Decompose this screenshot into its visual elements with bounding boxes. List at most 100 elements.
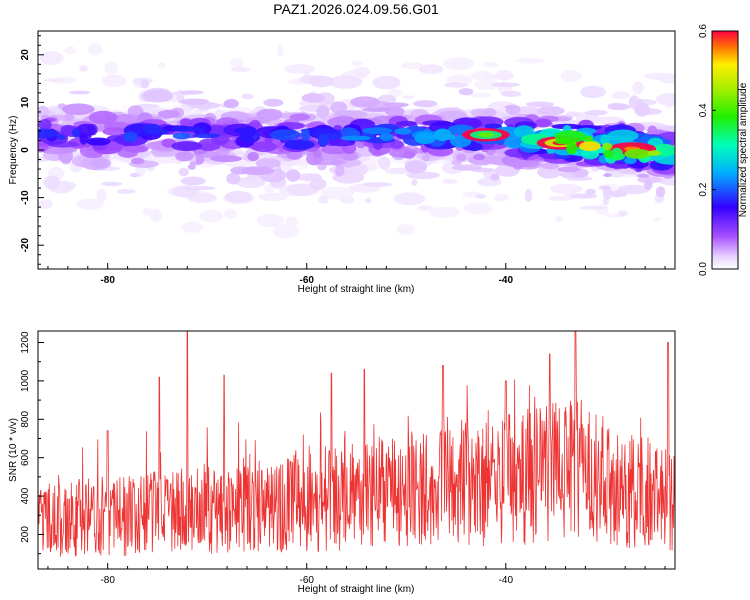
spectral-blob (224, 208, 237, 220)
spectral-blob (647, 150, 661, 156)
spectral-blob (585, 109, 608, 116)
spectral-blob (143, 123, 162, 135)
spectral-blob (591, 116, 626, 125)
spectral-blob (655, 92, 675, 106)
spectral-blob (473, 153, 486, 161)
spectral-blob (465, 142, 483, 152)
spectral-blob (111, 114, 140, 124)
spectral-blob (181, 221, 203, 233)
spectral-blob (611, 91, 630, 100)
spectral-blob (624, 156, 637, 165)
spectral-blob (599, 185, 611, 190)
colorbar-tick-label: 0.0 (698, 262, 709, 276)
spectral-blob (603, 149, 614, 158)
spectral-blob (300, 128, 311, 141)
spectral-blob (195, 153, 205, 165)
spectral-blob (579, 141, 601, 152)
spectral-blob (240, 166, 274, 176)
spectral-blob (451, 160, 462, 166)
spectral-blob (330, 101, 348, 114)
spectral-blob (404, 160, 428, 174)
spectral-blob (180, 90, 204, 95)
spectral-blob (69, 90, 91, 95)
spectral-blob (60, 181, 76, 190)
spectral-blob (548, 195, 575, 201)
spectral-blob (484, 123, 502, 129)
spectral-blob (88, 43, 103, 56)
spectral-blob (411, 179, 418, 186)
colorbar-gradient (711, 30, 739, 270)
spectral-blob (372, 75, 401, 90)
spectral-blob (422, 154, 430, 162)
spectrogram-plot-area (38, 43, 675, 239)
spectral-blob (384, 106, 405, 117)
spectral-blob (263, 184, 275, 193)
spectrogram-panel: -80 -60 -40 -20 -10 0 10 20 Height of straight… (8, 30, 676, 295)
snr-x-ticks: -80 -60 -40 (47, 563, 666, 586)
spectral-blob (534, 118, 552, 128)
spectral-blob (257, 192, 289, 202)
spectrogram-y-tick-label: 10 (20, 96, 31, 108)
snr-plot-area (38, 331, 675, 557)
spectral-blob (39, 51, 64, 66)
spectral-blob (624, 149, 652, 159)
colorbar-ticks: 0.0 0.2 0.4 0.6 (698, 24, 716, 276)
spectral-blob (88, 110, 118, 125)
spectral-blob (474, 79, 501, 90)
snr-y-tick-label: 400 (20, 487, 31, 504)
spectral-blob (129, 172, 140, 178)
spectral-blob (42, 78, 68, 82)
spectral-blob (463, 202, 493, 215)
spectral-blob (394, 128, 412, 135)
spectral-blob (64, 112, 74, 122)
spectrogram-y-tick-label: 0 (20, 147, 31, 153)
spectral-blob (340, 135, 371, 141)
spectral-blob (309, 178, 327, 190)
spectral-blob (351, 60, 363, 67)
spectral-blob (600, 134, 610, 146)
spectral-blob (149, 208, 162, 223)
spectrogram-y-tick-label: 20 (20, 49, 31, 61)
spectral-blob (607, 129, 639, 142)
spectral-blob (389, 140, 404, 149)
spectral-blob (96, 188, 107, 203)
spectral-blob (251, 141, 277, 152)
spectral-blob (131, 157, 145, 165)
spectral-blob (402, 151, 416, 159)
spectral-blob (524, 188, 533, 202)
snr-frame (37, 330, 676, 570)
spectral-blob (482, 61, 498, 68)
spectral-blob (247, 152, 260, 162)
spectral-blob (393, 192, 426, 206)
snr-y-tick-label: 600 (20, 449, 31, 466)
spectral-blob (64, 46, 77, 55)
spectral-blob (123, 131, 138, 142)
spectral-blob (182, 186, 216, 191)
spectral-blob (230, 57, 244, 69)
spectral-blob (458, 88, 474, 96)
spectral-blob (434, 128, 452, 142)
spectral-blob (175, 151, 194, 162)
spectral-blob (286, 169, 301, 182)
spectral-blob (617, 210, 628, 217)
spectral-blob (540, 162, 560, 170)
spectral-blob (90, 158, 109, 168)
spectral-blob (395, 120, 417, 127)
spectral-blob (352, 66, 371, 77)
spectral-blob (536, 106, 565, 116)
spectral-blob (632, 81, 644, 95)
spectral-blob (256, 213, 285, 228)
spectral-blob (234, 127, 255, 134)
colorbar: 0.0 0.2 0.4 0.6 Normalized spectral amplitu… (698, 24, 749, 276)
spectral-blob (362, 107, 392, 112)
spectral-blob (223, 98, 239, 109)
spectral-blob (653, 217, 662, 222)
spectral-blob (102, 127, 127, 136)
spectral-blob (560, 69, 582, 83)
spectral-blob (284, 64, 315, 74)
spectral-blob (239, 131, 261, 143)
spectral-blob (241, 93, 254, 100)
spectral-blob (142, 89, 174, 103)
spectrogram-y-axis-title: Frequency (Hz) (8, 116, 19, 185)
spectral-blob (444, 82, 469, 88)
